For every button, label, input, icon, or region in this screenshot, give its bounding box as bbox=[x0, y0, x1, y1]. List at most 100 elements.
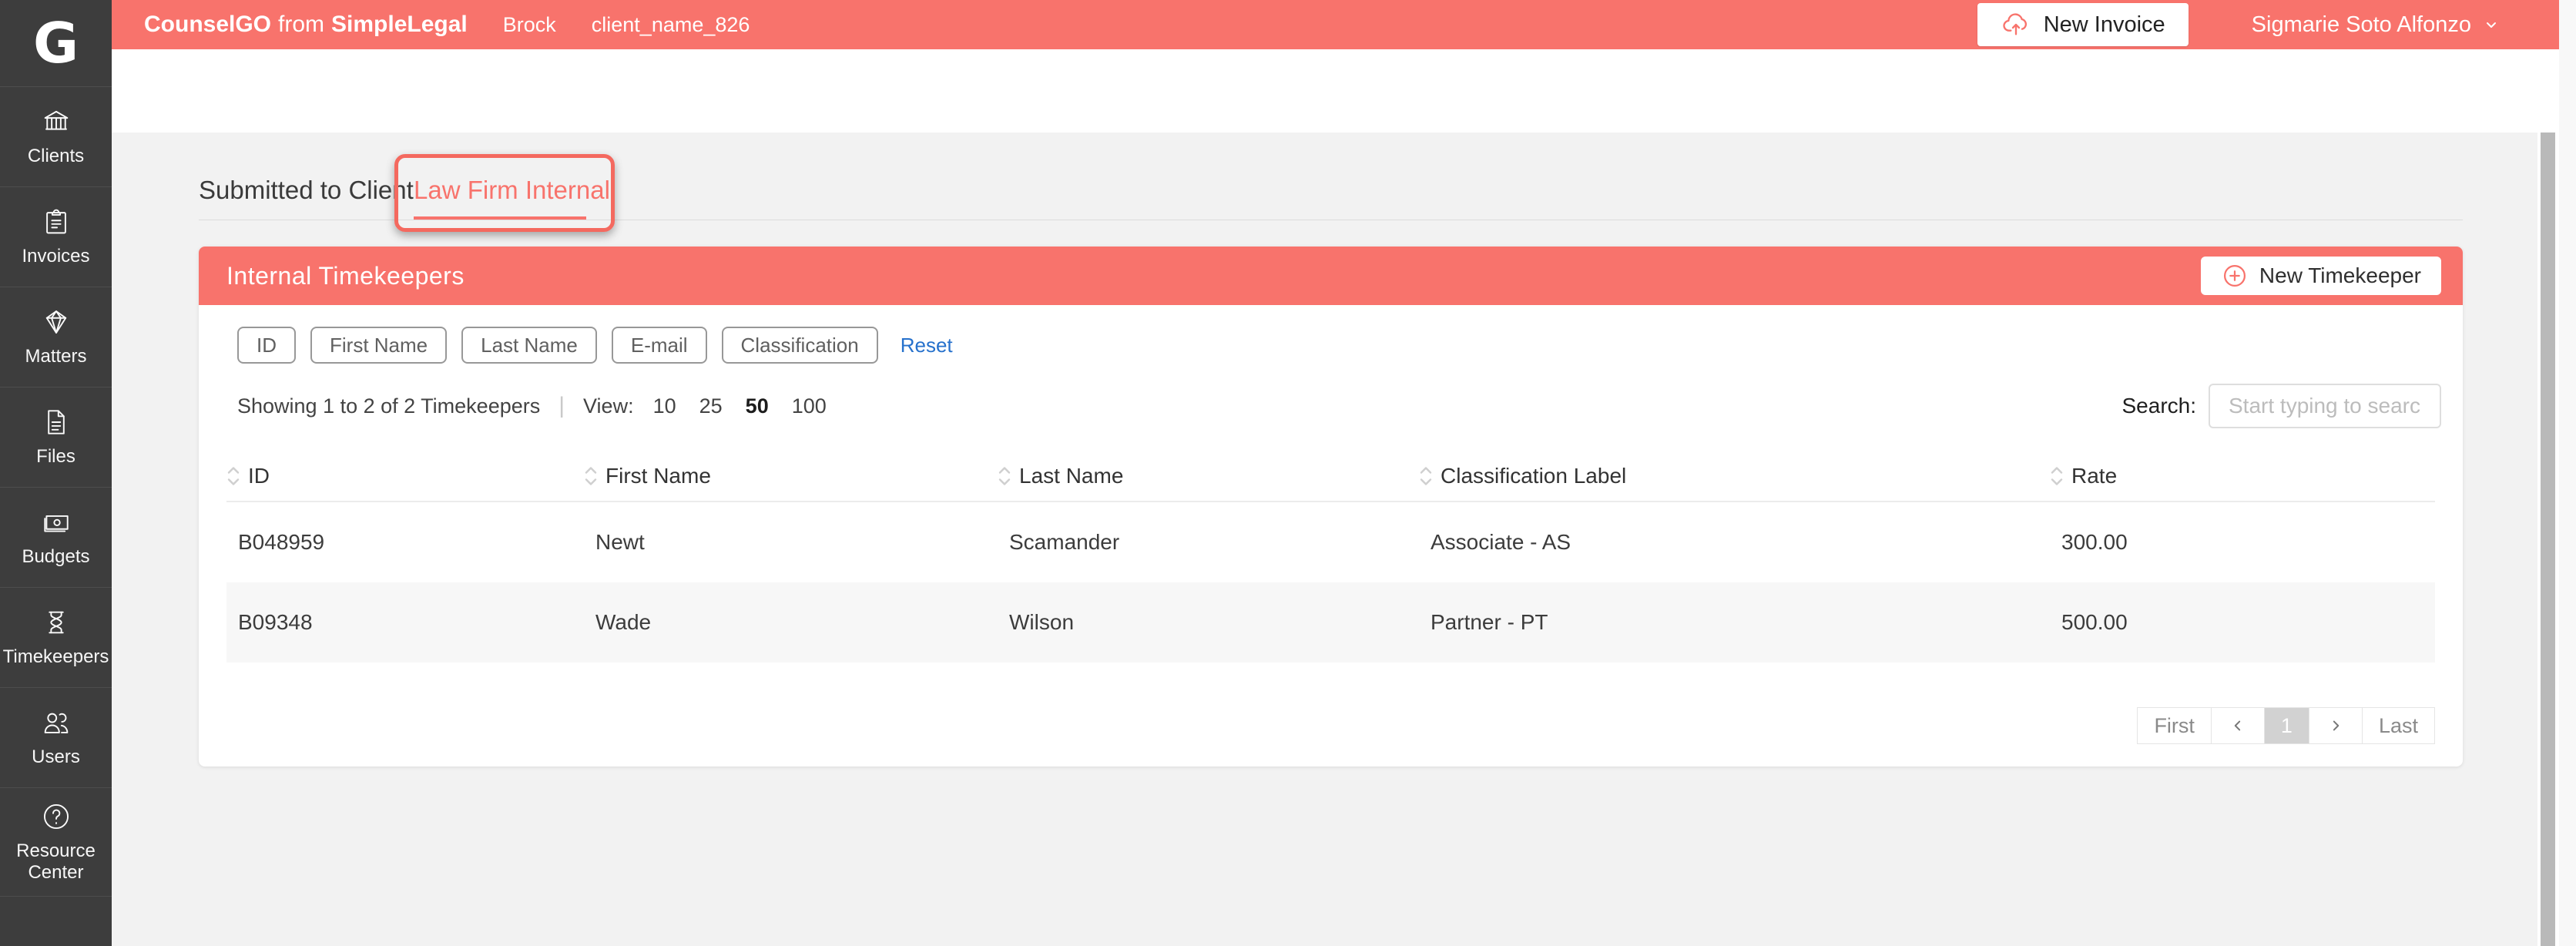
chevron-down-icon bbox=[2482, 15, 2501, 34]
chevron-right-icon bbox=[2326, 716, 2346, 736]
meta-row: Showing 1 to 2 of 2 Timekeepers | View: … bbox=[237, 384, 2441, 428]
sidebar-item-label: Resource Center bbox=[16, 840, 96, 883]
reset-filters-link[interactable]: Reset bbox=[900, 333, 953, 357]
sort-icon bbox=[1419, 465, 1433, 488]
table-row[interactable]: B048959 Newt Scamander Associate - AS 30… bbox=[226, 502, 2435, 582]
filter-row: ID First Name Last Name E-mail Classific… bbox=[237, 327, 2463, 364]
user-menu[interactable]: Sigmarie Soto Alfonzo bbox=[2252, 12, 2501, 38]
search-label: Search: bbox=[2122, 394, 2197, 418]
sidebar-item-label: Matters bbox=[25, 346, 87, 367]
sort-icon bbox=[998, 465, 1011, 488]
view-option-50-selected[interactable]: 50 bbox=[745, 394, 769, 418]
cell-classification: Partner - PT bbox=[1431, 610, 1548, 634]
new-timekeeper-label: New Timekeeper bbox=[2259, 263, 2421, 287]
brand-company: SimpleLegal bbox=[331, 12, 468, 37]
brand[interactable]: CounselGO from SimpleLegal bbox=[144, 12, 468, 38]
search-input[interactable] bbox=[2209, 384, 2441, 428]
subheader-band bbox=[112, 49, 2559, 133]
sidebar-item-timekeepers[interactable]: Timekeepers bbox=[0, 588, 112, 688]
column-header-first-name[interactable]: First Name bbox=[584, 464, 998, 488]
filter-first-name-button[interactable]: First Name bbox=[310, 327, 448, 364]
cloud-upload-icon bbox=[2001, 9, 2031, 40]
filter-classification-button[interactable]: Classification bbox=[721, 327, 878, 364]
annotation-highlight-box bbox=[394, 154, 615, 232]
filter-id-button[interactable]: ID bbox=[237, 327, 296, 364]
sidebar-item-resource-center[interactable]: Resource Center bbox=[0, 788, 112, 897]
users-icon bbox=[40, 706, 72, 739]
showing-count-text: Showing 1 to 2 of 2 Timekeepers bbox=[237, 394, 541, 418]
cell-last-name: Wilson bbox=[1009, 610, 1075, 634]
new-invoice-label: New Invoice bbox=[2043, 12, 2165, 37]
active-tab-underline bbox=[414, 216, 586, 220]
sidebar: G Clients Invoices Matters Files bbox=[0, 0, 112, 946]
tab-submitted-to-client[interactable]: Submitted to Client bbox=[199, 176, 414, 204]
sidebar-item-invoices[interactable]: Invoices bbox=[0, 187, 112, 287]
sort-icon bbox=[2050, 465, 2064, 488]
view-option-10[interactable]: 10 bbox=[652, 394, 676, 418]
document-icon bbox=[40, 406, 72, 438]
brand-connector: from bbox=[278, 12, 325, 37]
topbar-link-brock[interactable]: Brock bbox=[502, 12, 556, 36]
sidebar-item-label: Files bbox=[36, 446, 75, 468]
scrollbar-thumb[interactable] bbox=[2541, 133, 2555, 946]
sidebar-item-matters[interactable]: Matters bbox=[0, 287, 112, 387]
column-header-classification-label[interactable]: Classification Label bbox=[1419, 464, 2050, 488]
cell-id: B09348 bbox=[238, 610, 313, 634]
tab-law-firm-internal[interactable]: Law Firm Internal bbox=[414, 176, 610, 204]
column-header-id[interactable]: ID bbox=[226, 464, 584, 488]
brand-product: CounselGO bbox=[144, 12, 272, 37]
topbar-link-client-name[interactable]: client_name_826 bbox=[591, 12, 750, 36]
prev-page-button[interactable] bbox=[2210, 707, 2265, 744]
first-page-button[interactable]: First bbox=[2137, 707, 2212, 744]
timekeepers-table: ID First Name Last Name Classification L… bbox=[226, 464, 2435, 663]
sidebar-item-clients[interactable]: Clients bbox=[0, 87, 112, 187]
hourglass-icon bbox=[40, 606, 72, 639]
outer-scrollbar-track bbox=[2559, 0, 2576, 946]
sidebar-item-budgets[interactable]: Budgets bbox=[0, 488, 112, 588]
panel-title: Internal Timekeepers bbox=[226, 261, 465, 290]
cell-classification: Associate - AS bbox=[1431, 530, 1571, 554]
cell-rate: 500.00 bbox=[2061, 610, 2128, 634]
current-page-button[interactable]: 1 bbox=[2263, 707, 2309, 744]
help-circle-icon bbox=[40, 800, 72, 833]
panel-header: Internal Timekeepers New Timekeeper bbox=[199, 247, 2463, 305]
sidebar-item-users[interactable]: Users bbox=[0, 688, 112, 788]
cell-last-name: Scamander bbox=[1009, 530, 1120, 554]
new-invoice-button[interactable]: New Invoice bbox=[1977, 3, 2189, 46]
filter-last-name-button[interactable]: Last Name bbox=[461, 327, 597, 364]
cell-first-name: Wade bbox=[595, 610, 652, 634]
column-header-last-name[interactable]: Last Name bbox=[998, 464, 1419, 488]
new-timekeeper-button[interactable]: New Timekeeper bbox=[2200, 257, 2441, 295]
view-option-25[interactable]: 25 bbox=[699, 394, 723, 418]
diamond-icon bbox=[40, 306, 72, 338]
view-label: View: bbox=[583, 394, 634, 418]
app-logo[interactable]: G bbox=[0, 0, 112, 86]
clipboard-icon bbox=[40, 206, 72, 238]
chevron-left-icon bbox=[2228, 716, 2248, 736]
sidebar-item-label: Users bbox=[32, 746, 80, 768]
sort-icon bbox=[584, 465, 598, 488]
last-page-button[interactable]: Last bbox=[2361, 707, 2435, 744]
internal-timekeepers-panel: Internal Timekeepers New Timekeeper ID F… bbox=[199, 247, 2463, 767]
banknote-icon bbox=[40, 506, 72, 538]
next-page-button[interactable] bbox=[2308, 707, 2363, 744]
column-header-rate[interactable]: Rate bbox=[2050, 464, 2435, 488]
table-row[interactable]: B09348 Wade Wilson Partner - PT 500.00 bbox=[226, 582, 2435, 663]
view-option-100[interactable]: 100 bbox=[791, 394, 827, 418]
sidebar-item-label: Invoices bbox=[22, 246, 90, 267]
logo-g-mark: G bbox=[32, 11, 79, 75]
table-header-row: ID First Name Last Name Classification L… bbox=[226, 464, 2435, 502]
plus-circle-icon bbox=[2221, 262, 2249, 290]
bank-icon bbox=[40, 106, 72, 138]
vertical-scrollbar[interactable] bbox=[2537, 133, 2559, 946]
filter-email-button[interactable]: E-mail bbox=[611, 327, 707, 364]
sidebar-item-label: Timekeepers bbox=[2, 646, 109, 668]
sidebar-item-files[interactable]: Files bbox=[0, 387, 112, 488]
pagination: First 1 Last bbox=[2137, 707, 2435, 744]
sidebar-item-label: Budgets bbox=[22, 546, 90, 568]
cell-first-name: Newt bbox=[595, 530, 645, 554]
meta-separator: | bbox=[558, 393, 565, 418]
sidebar-item-label: Clients bbox=[27, 146, 85, 167]
sidebar-nav: Clients Invoices Matters Files Budgets bbox=[0, 86, 112, 897]
sort-icon bbox=[226, 465, 240, 488]
